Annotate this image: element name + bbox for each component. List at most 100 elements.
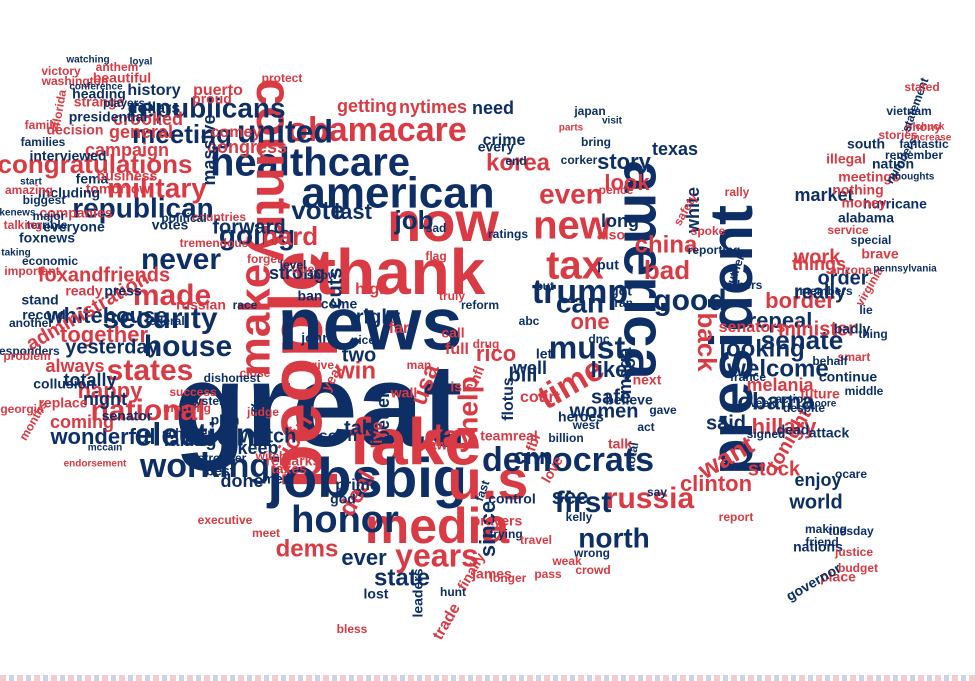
- word-south: south: [847, 136, 885, 152]
- word-working: working: [139, 447, 270, 485]
- word-morning: morning: [163, 401, 211, 415]
- word-middle: middle: [845, 384, 884, 398]
- word-press: press: [104, 283, 142, 299]
- word-prayers: prayers: [472, 513, 523, 529]
- word-since: since: [475, 501, 500, 557]
- word-keep: keep: [237, 438, 278, 458]
- word-lost: lost: [364, 586, 389, 602]
- word-making: making: [805, 522, 847, 536]
- word-bring: bring: [581, 135, 611, 149]
- word-really: really: [794, 281, 847, 303]
- word-senate: senate: [761, 325, 843, 355]
- word-american: american: [301, 169, 494, 218]
- word-problem: problem: [3, 349, 50, 363]
- word-loyal: loyal: [130, 57, 153, 68]
- word-west: west: [572, 418, 600, 432]
- word-alabama: alabama: [838, 210, 894, 226]
- word-far: far: [389, 320, 409, 337]
- word-said: said: [706, 412, 746, 434]
- word-behalf: behalf: [812, 354, 848, 368]
- word-conference: conference: [69, 82, 123, 93]
- word-beautiful: beautiful: [93, 70, 151, 86]
- word-amazing: amazing: [5, 183, 53, 197]
- word-continue: continue: [819, 369, 878, 385]
- word-trade: trade: [430, 601, 464, 643]
- word-travel: travel: [520, 533, 552, 547]
- word-never: never: [141, 243, 221, 276]
- word-increase: increase: [911, 133, 952, 144]
- word-best: best: [206, 463, 235, 479]
- word-cuts: cuts: [324, 267, 346, 308]
- word-night: night: [83, 389, 127, 409]
- word-fake: fake: [349, 404, 481, 478]
- word-repeal: repeal: [748, 308, 813, 333]
- word-collusion: collusion: [33, 376, 94, 392]
- word-pence: pence: [599, 183, 634, 197]
- word-every: every: [478, 139, 515, 155]
- word-isis: isis: [450, 379, 474, 395]
- word-taking: taking: [1, 248, 30, 259]
- word-pass: pass: [534, 567, 562, 581]
- word-proud: proud: [192, 91, 232, 107]
- word-comey: comey: [211, 124, 262, 141]
- word-jobs: jobs: [266, 446, 382, 509]
- word-god: god: [330, 491, 356, 507]
- word-rico: rico: [476, 341, 516, 366]
- word-looking: looking: [719, 335, 804, 362]
- word-fema: fema: [76, 171, 109, 187]
- word-japan: japan: [573, 104, 605, 118]
- word-judge: judge: [246, 405, 279, 419]
- word-happy: happy: [78, 378, 144, 403]
- word-russian: russian: [176, 297, 226, 313]
- word-done: done: [221, 471, 264, 491]
- word-thing: thing: [858, 327, 887, 341]
- word-election: election: [135, 416, 256, 452]
- word-vote: vote: [291, 195, 344, 225]
- word-stated: stated: [904, 80, 939, 94]
- word-talk: talk: [608, 436, 632, 452]
- word-foxnews: foxnews: [19, 230, 75, 246]
- word-people: people: [255, 251, 338, 489]
- word-welcome: welcome: [726, 355, 828, 382]
- word-even: even: [539, 178, 603, 209]
- word-despite: despite: [783, 401, 825, 415]
- word-bad: bad: [644, 255, 690, 285]
- word-congratulations: congratulations: [0, 149, 193, 179]
- word-nfl: nfl: [466, 364, 487, 386]
- word-safe: safe: [591, 386, 631, 408]
- word-nytimes: nytimes: [399, 97, 467, 117]
- word-years: years: [395, 537, 479, 573]
- word-one: one: [570, 309, 609, 334]
- word-others: others: [726, 278, 763, 292]
- word-family: family: [25, 118, 60, 132]
- word-long: long: [601, 211, 639, 231]
- word-justice: justice: [834, 545, 873, 559]
- word-tomorrow: tomorrow: [86, 181, 151, 197]
- word-crooked: crooked: [113, 109, 183, 129]
- word-border: border: [765, 288, 835, 313]
- word-prime: prime: [335, 477, 379, 494]
- word-federal: federal: [145, 314, 184, 328]
- word-getting: getting: [337, 96, 397, 116]
- word-drug: drug: [473, 337, 500, 351]
- word-attack: attack: [809, 425, 850, 441]
- word-phony: phony: [905, 120, 941, 134]
- word-melania: melania: [746, 375, 814, 395]
- word-men: men: [263, 471, 292, 487]
- word-taxes: taxes: [271, 461, 307, 477]
- word-korea: korea: [486, 149, 551, 176]
- word-dems: dems: [276, 535, 339, 562]
- word-john: john: [300, 330, 331, 346]
- word-soon: soon: [319, 428, 357, 445]
- word-watching: watching: [65, 55, 109, 66]
- word-well: well: [512, 358, 547, 378]
- word-russia: russia: [606, 482, 695, 515]
- word-tremendous: tremendous: [180, 236, 249, 250]
- word-news: news: [277, 283, 462, 366]
- word-nation: nation: [872, 156, 914, 172]
- word-cut: cut: [536, 279, 554, 293]
- word-votes: votes: [152, 217, 189, 233]
- word-longer: longer: [490, 571, 527, 585]
- word-france: france: [730, 370, 766, 384]
